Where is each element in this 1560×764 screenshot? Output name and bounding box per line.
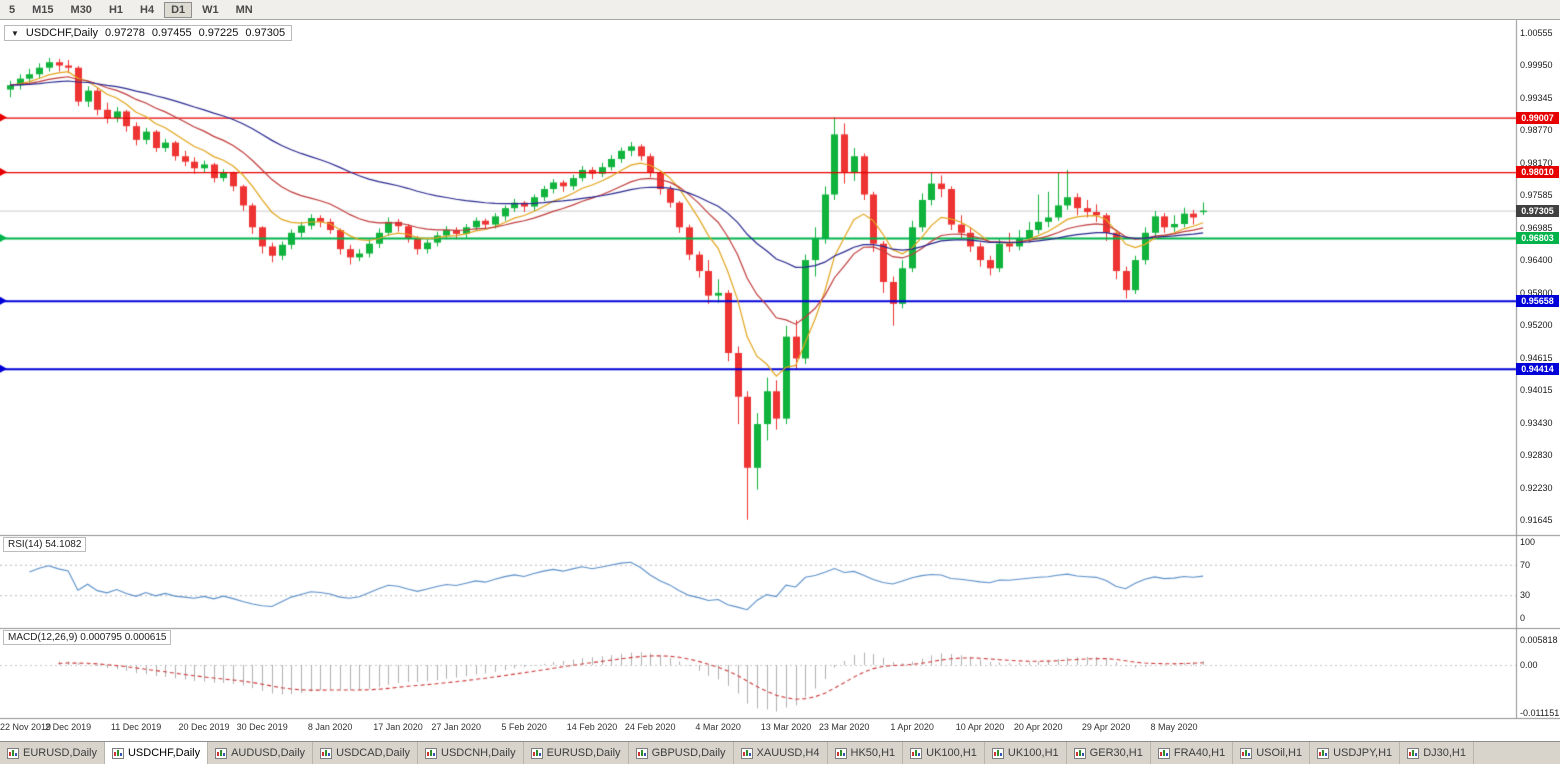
timeframe-button-m15[interactable]: M15 (32, 3, 54, 16)
symbol-tab[interactable]: USDCAD,Daily (313, 742, 419, 764)
tab-label: USOil,H1 (1256, 747, 1303, 759)
symbol-tab[interactable]: USDCNH,Daily (418, 742, 524, 764)
tab-label: DJ30,H1 (1423, 747, 1466, 759)
chart-tab-icon (910, 747, 923, 759)
chart-tab-icon (320, 747, 333, 759)
tab-label: XAUUSD,H4 (756, 747, 820, 759)
chart-tab-icon (834, 747, 847, 759)
chart-tab-icon (740, 747, 753, 759)
timeframe-button-m30[interactable]: M30 (70, 3, 92, 16)
chart-tab-icon (1240, 747, 1253, 759)
tab-label: USDCAD,Daily (336, 747, 411, 759)
ohlc-high: 0.97455 (151, 27, 192, 39)
chart-tab-icon (215, 747, 228, 759)
timeframe-button-d1[interactable]: D1 (164, 1, 193, 18)
chart-tab-icon (1317, 747, 1330, 759)
tab-label: EURUSD,Daily (23, 747, 97, 759)
timeframe-button-mn[interactable]: MN (235, 3, 253, 16)
timeframe-toolbar: 5 M15 M30 H1 H4 D1 W1 MN (0, 0, 1560, 20)
tab-label: UK100,H1 (1007, 747, 1059, 759)
tab-label: GBPUSD,Daily (651, 747, 726, 759)
chart-tab-icon (1407, 747, 1420, 759)
chart-tab-icon (111, 747, 124, 759)
symbol-tab[interactable]: EURUSD,Daily (524, 742, 629, 764)
symbol-tab[interactable]: UK100,H1 (985, 742, 1067, 764)
chart-title-box: ▼ USDCHF,Daily 0.97278 0.97455 0.97225 0… (4, 25, 293, 41)
symbol-tab[interactable]: EURUSD,Daily (0, 742, 105, 764)
chart-tab-icon (425, 747, 438, 759)
tab-label: USDJPY,H1 (1333, 747, 1393, 759)
rsi-indicator-label: RSI(14) 54.1082 (3, 537, 87, 552)
chart-tab-icon (635, 747, 648, 759)
symbol-tab[interactable]: AUDUSD,Daily (208, 742, 314, 764)
symbol-tab[interactable]: UK100,H1 (903, 742, 985, 764)
tab-label: USDCHF,Daily (127, 747, 201, 759)
symbol-tab[interactable]: FRA40,H1 (1151, 742, 1234, 764)
tab-label: FRA40,H1 (1173, 747, 1226, 759)
chart-tab-icon (530, 747, 543, 759)
timeframe-button-w1[interactable]: W1 (202, 3, 219, 16)
chart-tab-icon (7, 747, 19, 759)
chart-tab-icon (991, 747, 1004, 759)
symbol-tabbar: EURUSD,Daily USDCHF,Daily AUDUSD,Daily USDC… (0, 741, 1560, 764)
chart-tab-icon (1073, 747, 1086, 759)
macd-indicator-label: MACD(12,26,9) 0.000795 0.000615 (3, 630, 172, 645)
chart-tab-icon (1157, 747, 1170, 759)
timeframe-button-h4[interactable]: H4 (140, 3, 155, 16)
symbol-tab[interactable]: GER30,H1 (1067, 742, 1151, 764)
timeframe-button-h1[interactable]: H1 (108, 3, 123, 16)
symbol-tab[interactable]: USDCHF,Daily (104, 742, 209, 764)
ohlc-close: 0.97305 (245, 27, 286, 39)
symbol-tab[interactable]: USDJPY,H1 (1310, 742, 1401, 764)
timeframe-button-5[interactable]: 5 (9, 3, 16, 16)
ohlc-open: 0.97278 (105, 27, 145, 39)
symbol-tab[interactable]: HK50,H1 (828, 742, 904, 764)
tab-label: USDCNH,Daily (441, 747, 516, 759)
symbol-tab[interactable]: USOil,H1 (1233, 742, 1311, 764)
symbol-tab[interactable]: DJ30,H1 (1400, 742, 1474, 764)
tab-label: EURUSD,Daily (546, 747, 621, 759)
ohlc-low: 0.97225 (198, 27, 239, 39)
tab-label: UK100,H1 (926, 747, 977, 759)
tab-label: GER30,H1 (1089, 747, 1143, 759)
collapse-arrow-icon[interactable]: ▼ (11, 28, 19, 38)
tab-label: HK50,H1 (850, 747, 896, 759)
tab-label: AUDUSD,Daily (231, 747, 306, 759)
symbol-tab[interactable]: GBPUSD,Daily (629, 742, 734, 764)
symbol-tab[interactable]: XAUUSD,H4 (734, 742, 828, 764)
chart-symbol-period: USDCHF,Daily (25, 27, 99, 39)
